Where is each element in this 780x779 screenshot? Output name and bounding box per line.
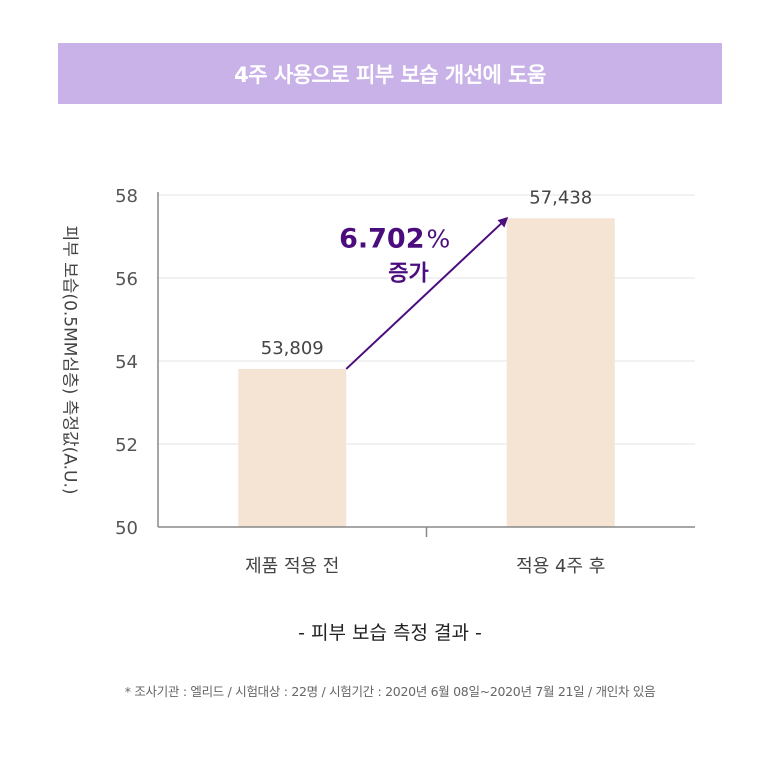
annotation-value: 6.702 [339, 224, 424, 255]
y-tick-label: 50 [115, 518, 138, 539]
y-tick-label: 54 [115, 352, 138, 373]
y-axis-label: 피부 보습(0.5MM심층) 측정값(A.U.) [59, 225, 80, 495]
banner-title: 4주 사용으로 피부 보습 개선에 도움 [234, 62, 546, 87]
bar [238, 368, 347, 527]
footnote: * 조사기관 : 엘리드 / 시험대상 : 22명 / 시험기간 : 2020년… [124, 684, 656, 699]
growth-arrow [345, 216, 509, 370]
data-label: 53,809 [261, 338, 324, 359]
data-label: 57,438 [529, 187, 592, 208]
y-tick-label: 58 [115, 186, 138, 207]
y-tick-label: 52 [115, 435, 138, 456]
title-banner: 4주 사용으로 피부 보습 개선에 도움 [58, 43, 722, 104]
chart-subtitle: - 피부 보습 측정 결과 - [298, 622, 482, 644]
y-tick-label: 56 [115, 269, 138, 290]
annotation-unit: % [427, 225, 451, 254]
bar [506, 218, 615, 527]
x-tick-label: 적용 4주 후 [516, 556, 605, 577]
x-tick-label: 제품 적용 전 [245, 556, 339, 577]
annotation-text: 증가 [388, 262, 428, 287]
